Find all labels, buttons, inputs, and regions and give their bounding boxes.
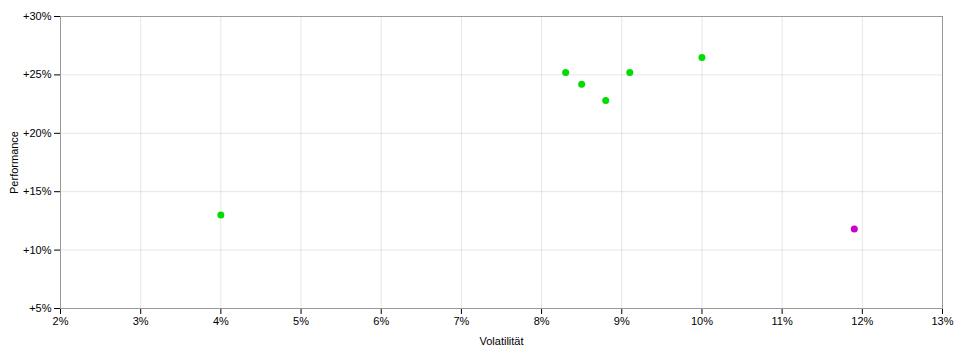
svg-text:2%: 2% — [53, 315, 69, 327]
svg-text:+25%: +25% — [23, 68, 52, 80]
svg-text:+15%: +15% — [23, 185, 52, 197]
svg-text:Performance: Performance — [8, 131, 20, 194]
svg-text:12%: 12% — [851, 315, 873, 327]
svg-text:3%: 3% — [133, 315, 149, 327]
svg-text:11%: 11% — [772, 315, 793, 327]
svg-text:+20%: +20% — [23, 127, 52, 139]
svg-text:5%: 5% — [293, 315, 309, 327]
svg-text:7%: 7% — [453, 315, 469, 327]
svg-text:6%: 6% — [373, 315, 389, 327]
svg-text:+30%: +30% — [23, 10, 52, 22]
svg-text:10%: 10% — [691, 315, 713, 327]
svg-text:Volatilität: Volatilität — [479, 335, 523, 347]
svg-text:9%: 9% — [614, 315, 630, 327]
svg-text:13%: 13% — [931, 315, 953, 327]
svg-text:8%: 8% — [534, 315, 550, 327]
svg-text:+10%: +10% — [23, 244, 52, 256]
svg-text:4%: 4% — [213, 315, 229, 327]
svg-text:+5%: +5% — [29, 302, 52, 314]
